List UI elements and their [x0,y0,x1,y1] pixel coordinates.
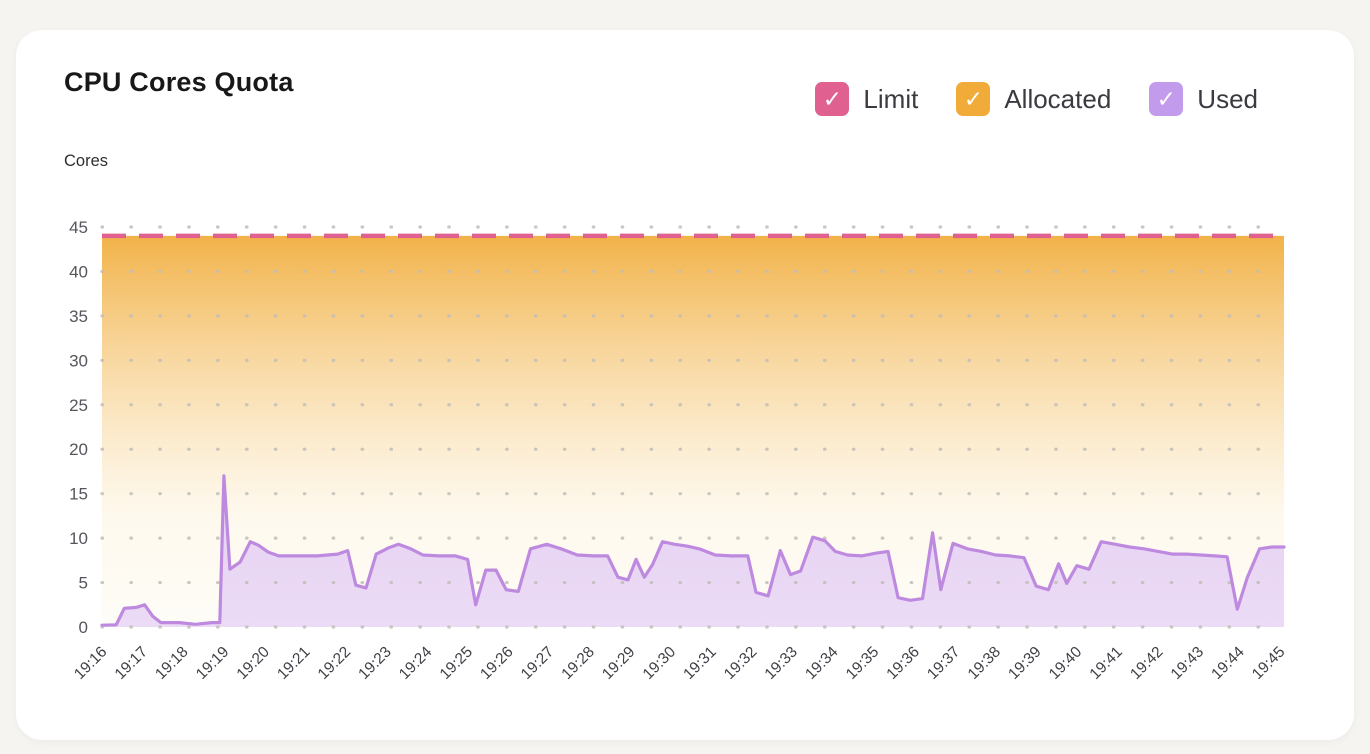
svg-text:19:36: 19:36 [883,643,922,682]
cpu-quota-chart: 0 5 10 15 20 25 30 35 40 45 19:16 19:17 19:18 19:19 19… [16,208,1354,718]
svg-text:19:31: 19:31 [680,643,719,682]
svg-text:19:39: 19:39 [1005,643,1044,682]
svg-text:19:42: 19:42 [1127,643,1166,682]
svg-text:19:19: 19:19 [193,643,232,682]
svg-text:19:18: 19:18 [152,643,191,682]
svg-text:19:38: 19:38 [965,643,1004,682]
svg-text:5: 5 [79,574,88,593]
chart-title: CPU Cores Quota [64,67,294,97]
chart-legend: ✓ Limit ✓ Allocated ✓ Used [815,82,1258,116]
svg-text:20: 20 [69,440,88,459]
svg-text:19:30: 19:30 [640,643,680,683]
svg-text:30: 30 [69,351,88,370]
svg-text:19:34: 19:34 [802,643,842,683]
svg-text:19:20: 19:20 [234,643,274,683]
svg-text:19:28: 19:28 [558,643,597,682]
svg-text:0: 0 [79,618,88,637]
svg-text:19:27: 19:27 [518,643,557,682]
svg-text:19:25: 19:25 [437,643,476,682]
svg-text:19:17: 19:17 [112,643,151,682]
y-axis-unit-label: Cores [64,152,109,170]
svg-text:19:32: 19:32 [721,643,760,682]
svg-text:19:22: 19:22 [315,643,354,682]
svg-text:19:43: 19:43 [1168,643,1207,682]
svg-text:19:40: 19:40 [1046,643,1086,683]
svg-text:19:23: 19:23 [355,643,394,682]
svg-text:19:33: 19:33 [762,643,801,682]
svg-text:19:24: 19:24 [396,643,436,683]
svg-text:19:35: 19:35 [843,643,882,682]
svg-text:19:41: 19:41 [1087,643,1126,682]
used-checkbox-check-icon[interactable]: ✓ [1149,82,1184,116]
svg-text:15: 15 [69,485,88,504]
svg-text:19:45: 19:45 [1249,643,1288,682]
svg-text:19:21: 19:21 [274,643,313,682]
legend-item-limit[interactable]: ✓ Limit [815,82,918,116]
svg-text:10: 10 [69,529,88,548]
svg-text:19:26: 19:26 [477,643,516,682]
legend-item-used[interactable]: ✓ Used [1149,82,1258,116]
legend-label-limit: Limit [863,83,919,114]
svg-text:19:16: 19:16 [71,643,110,682]
svg-text:19:29: 19:29 [599,643,638,682]
svg-text:19:44: 19:44 [1208,643,1248,683]
legend-label-allocated: Allocated [1004,83,1112,114]
svg-text:40: 40 [69,262,88,281]
svg-text:45: 45 [69,218,88,237]
quota-card: CPU Cores Quota Cores ✓ Limit ✓ Allocate… [16,30,1354,740]
svg-text:19:37: 19:37 [924,643,963,682]
legend-item-allocated[interactable]: ✓ Allocated [956,82,1111,116]
svg-text:35: 35 [69,307,88,326]
svg-text:25: 25 [69,396,88,415]
limit-checkbox-check-icon[interactable]: ✓ [815,82,850,116]
legend-label-used: Used [1197,83,1258,114]
allocated-checkbox-check-icon[interactable]: ✓ [956,82,991,116]
